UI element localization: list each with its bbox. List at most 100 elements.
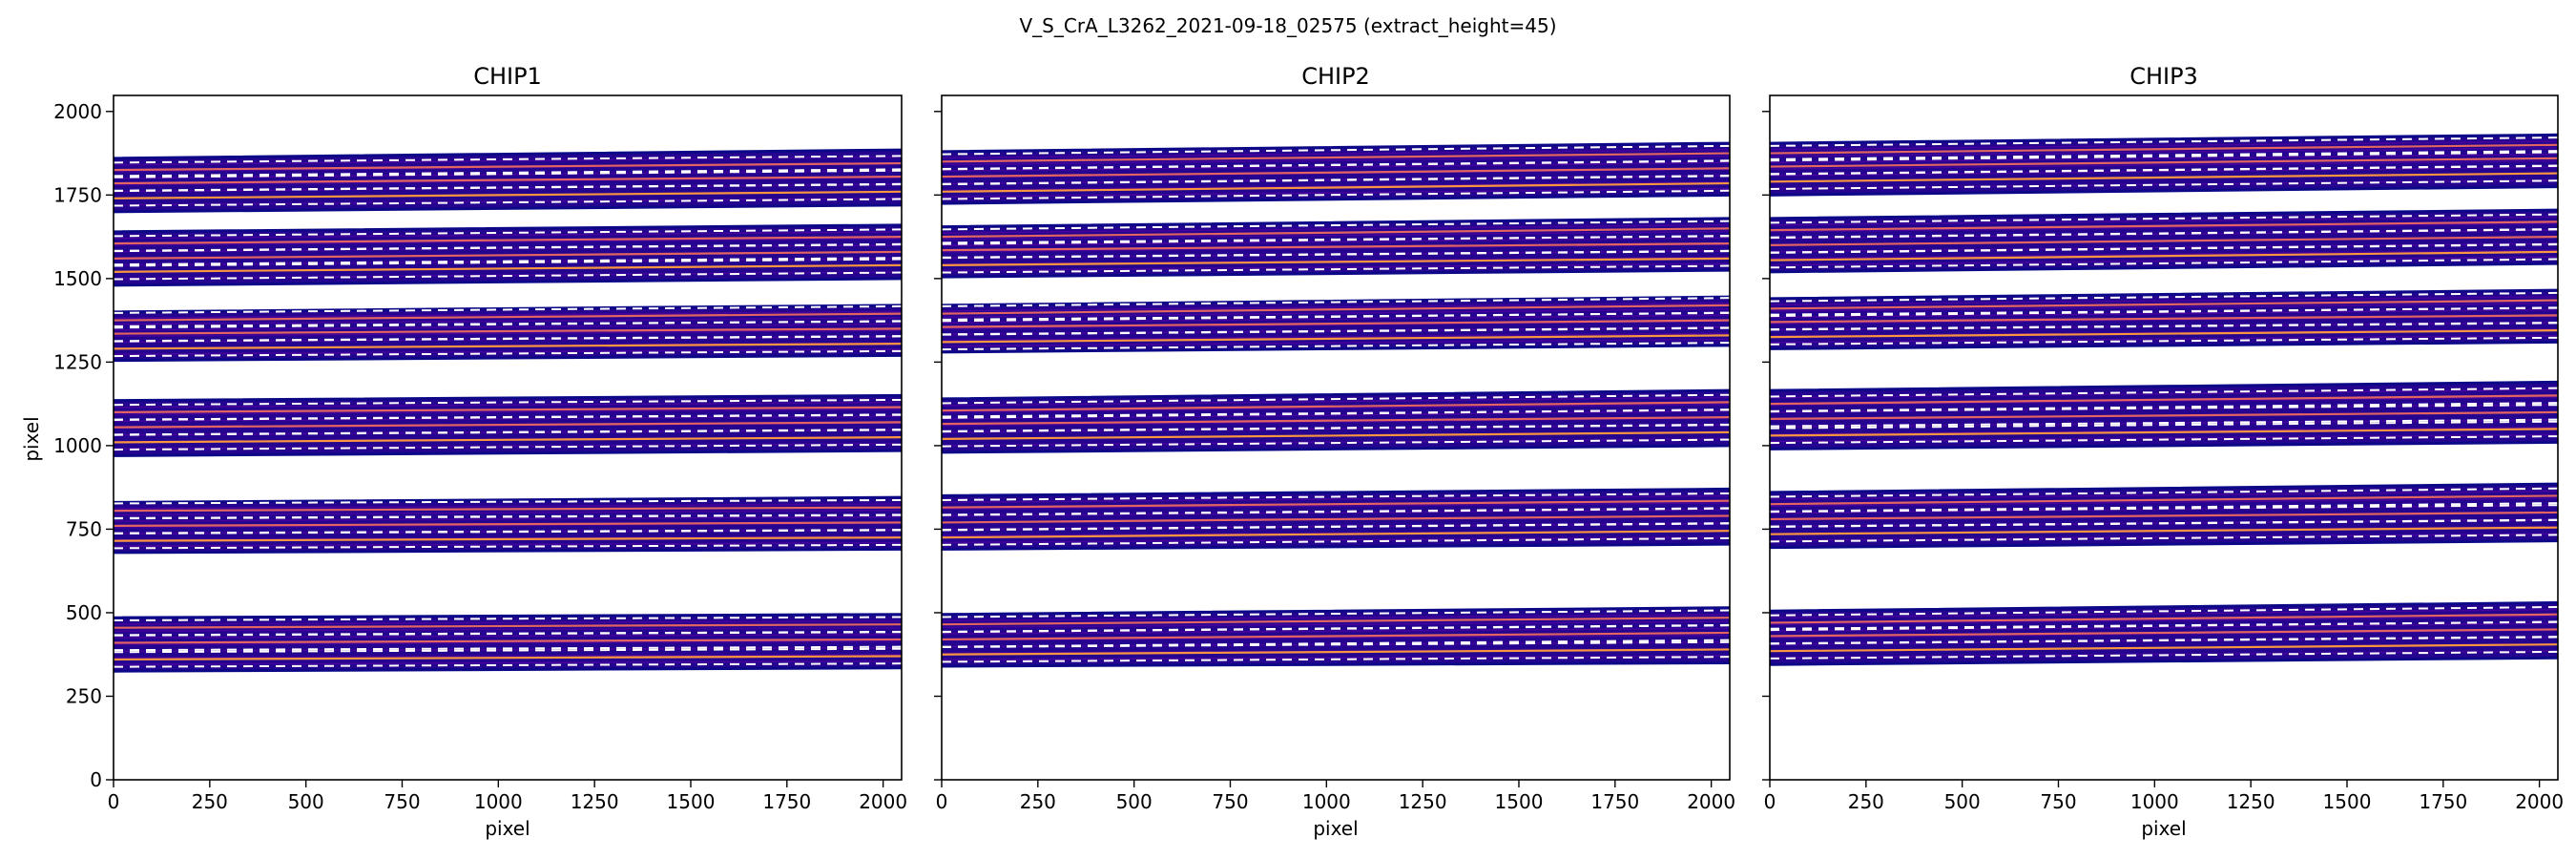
order-trace — [114, 161, 902, 172]
order-trace — [1770, 394, 2558, 406]
x-tick-label: 250 — [1020, 790, 1056, 813]
order-band-stripe — [1770, 153, 2558, 164]
order-trace — [1770, 250, 2558, 262]
extraction-boundary — [114, 198, 902, 207]
order-band-stripe — [1770, 396, 2558, 407]
y-tick-label: 750 — [66, 517, 102, 540]
extraction-boundary — [1770, 387, 2558, 398]
order-trace — [942, 334, 1730, 344]
order-trace — [942, 514, 1730, 524]
order-band-stripe — [1770, 256, 2558, 266]
order-trace — [1770, 172, 2558, 183]
order-band-stripe — [1770, 216, 2558, 226]
order-band-stripe — [114, 660, 902, 665]
order-trace — [942, 617, 1730, 626]
order-band-stripe — [114, 509, 902, 516]
x-tick-label: 1500 — [2323, 790, 2372, 813]
order-band-stripe — [114, 156, 902, 166]
order-band-stripe — [942, 161, 1730, 172]
y-tick-label: 1250 — [53, 350, 102, 373]
extraction-boundary — [1770, 487, 2558, 498]
chip-panel-1: CHIP1 0 250 500 750 1000 1250 1500 1750 2000 pixel… — [53, 63, 907, 840]
y-axis-label: pixel — [20, 416, 43, 461]
order-band-stripe — [114, 409, 902, 415]
x-tick-label: 1500 — [1495, 790, 1544, 813]
order-band-stripe — [942, 187, 1730, 199]
extraction-boundary — [114, 429, 902, 436]
order-trace — [942, 416, 1730, 426]
extraction-boundary — [114, 304, 902, 314]
order-band-stripe — [1770, 608, 2558, 618]
order-trace — [942, 530, 1730, 539]
order-band-stripe — [114, 626, 902, 632]
order-band-stripe — [114, 619, 902, 625]
plot-frame — [113, 94, 903, 781]
order-band-stripe — [114, 515, 902, 522]
extraction-boundary — [942, 249, 1730, 259]
order-trace — [1770, 643, 2558, 653]
x-tick-label: 250 — [1848, 790, 1884, 813]
extraction-boundary — [942, 144, 1730, 156]
extraction-boundary — [942, 409, 1730, 419]
extraction-boundary — [942, 311, 1730, 323]
extraction-boundary — [114, 529, 902, 534]
panel-title: CHIP2 — [1301, 63, 1370, 90]
extraction-boundary — [942, 507, 1730, 516]
x-tick-label: 1250 — [2227, 790, 2275, 813]
x-tick-label: 500 — [288, 790, 324, 813]
order-band-stripe — [942, 314, 1730, 324]
extraction-boundary — [942, 536, 1730, 546]
x-tick-label: 0 — [1764, 790, 1776, 813]
order-band-stripe — [1770, 622, 2558, 632]
extraction-boundary — [1770, 418, 2558, 428]
extraction-boundary — [942, 609, 1730, 618]
order-trace — [114, 190, 902, 199]
x-tick-label: 2000 — [1687, 790, 1735, 813]
order-band-stripe — [1770, 308, 2558, 319]
extraction-boundary — [942, 656, 1730, 663]
x-tick-label: 1250 — [571, 790, 619, 813]
order-band-stripe — [942, 302, 1730, 312]
order-band-stripe — [942, 410, 1730, 420]
order-trace — [1770, 628, 2558, 638]
order-band-stripe — [942, 230, 1730, 241]
extraction-boundary — [114, 320, 902, 329]
extraction-boundary — [114, 498, 902, 505]
order-band-stripe — [942, 614, 1730, 622]
x-axis-label: pixel — [1313, 817, 1358, 840]
extraction-boundary — [942, 297, 1730, 307]
x-tick-label: 1750 — [2419, 790, 2467, 813]
order-band-stripe — [942, 149, 1730, 159]
order-trace — [1770, 511, 2558, 521]
extraction-boundary — [942, 423, 1730, 432]
order-band-stripe — [1770, 296, 2558, 306]
panel-title: CHIP3 — [2129, 63, 2198, 90]
extraction-boundary — [114, 271, 902, 281]
order-band-stripe — [1770, 166, 2558, 177]
extraction-boundary — [114, 630, 902, 637]
order-band-stripe — [942, 155, 1730, 166]
extraction-boundary — [114, 242, 902, 252]
extraction-boundary — [1770, 306, 2558, 318]
order-trace — [942, 401, 1730, 412]
x-tick-label: 250 — [192, 790, 228, 813]
x-tick-label: 500 — [1944, 790, 1981, 813]
order-band-stripe — [114, 401, 902, 409]
order-band-stripe — [942, 536, 1730, 544]
order-trace — [1770, 526, 2558, 535]
order-band-stripe — [1770, 334, 2558, 344]
x-tick-label: 1500 — [667, 790, 716, 813]
x-tick-label: 750 — [1212, 790, 1248, 813]
extraction-boundary — [114, 513, 902, 519]
plot-content — [114, 148, 902, 673]
order-trace — [1770, 410, 2558, 420]
x-tick-label: 1750 — [1590, 790, 1639, 813]
order-trace — [1770, 314, 2558, 324]
panel-title: CHIP1 — [473, 63, 542, 90]
extraction-boundary — [1770, 502, 2558, 513]
extraction-boundary — [1770, 258, 2558, 269]
y-tick-label: 1000 — [53, 434, 102, 457]
order-band-stripe — [1770, 433, 2558, 443]
plot-content — [942, 141, 1730, 668]
extraction-boundary — [942, 235, 1730, 245]
